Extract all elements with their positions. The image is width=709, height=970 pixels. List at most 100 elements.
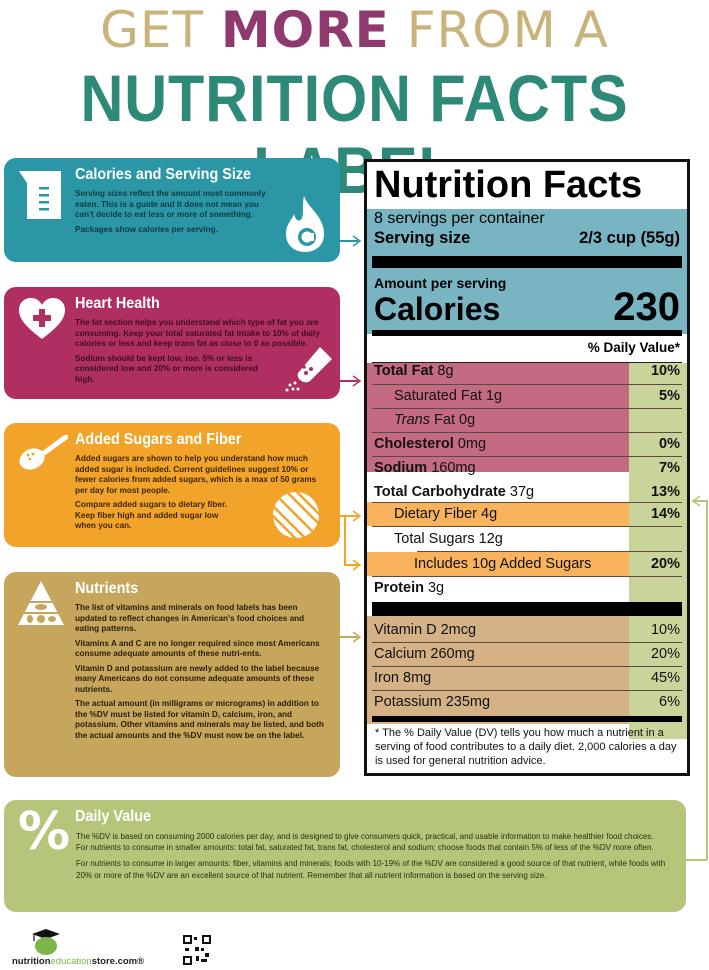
nutrient-amount: 4g [481,506,498,522]
nutrient-dv: 14% [650,506,680,522]
nutrition-facts-label: Nutrition Facts 8 servings per container… [364,159,690,776]
card-title: Calories and Serving Size [75,166,252,183]
serving-size-label: Serving size [374,229,471,247]
medium-divider [372,716,682,722]
logo-part: education [50,956,92,967]
card-paragraph: Vitamins A and C are no longer required … [75,638,320,659]
headline-prefix: GET [100,1,221,59]
nutrient-dv: 13% [650,484,680,500]
vitamin-name: Potassium 235mg [374,694,491,710]
card-paragraph: Sodium should be kept low, too. 5% or le… [75,353,258,384]
nutrient-amount: 160mg [431,460,476,476]
divider [417,551,682,552]
divider [372,456,682,457]
fats-sodium-highlight [367,363,629,472]
heart-plus-icon [19,298,65,339]
divider [372,576,682,577]
vitamin-row-vitamin-d: Vitamin D 2mcg 10% [374,618,680,642]
servings-per-container: 8 servings per container [374,210,680,228]
card-title: Added Sugars and Fiber [75,431,242,448]
headline-suffix: FROM A [389,1,609,59]
nutrient-name: Total Sugars [394,531,475,547]
card-paragraph: Added sugars are shown to help you under… [75,454,317,495]
qr-code-icon[interactable] [183,935,211,965]
nutrient-row-total-fat: Total Fat 8g 10% [374,359,680,383]
connector-added-sugars [344,564,358,566]
fiber-ball-icon [273,492,319,538]
card-paragraph: Compare added sugars to dietary fiber. K… [75,500,227,530]
connector-daily-value-vertical [706,500,708,860]
vitamin-name: Vitamin D 2mcg [374,622,477,638]
arrow-head-icon [352,375,362,387]
vitamin-row-iron: Iron 8mg 45% [374,666,680,690]
arrow-head-icon [352,631,362,643]
nutrient-row-saturated-fat: Saturated Fat 1g 5% [374,384,680,408]
amount-per-serving: Amount per serving [374,275,680,291]
label-footnote: * The % Daily Value (DV) tells you how m… [375,727,677,767]
headline-line1: GET MORE FROM A [0,2,709,58]
card-body: The fat section helps you understand whi… [75,318,320,389]
nutrient-amount: 12g [478,531,503,547]
vitamin-dv: 20% [650,646,680,662]
added-sugars-highlight [367,552,629,576]
logo-part: store.com® [91,956,145,967]
nutrient-row-total-sugars: Total Sugars 12g [374,527,680,551]
thick-divider [372,602,682,616]
serving-size-row: Serving size 2/3 cup (55g) [374,229,680,248]
nutrient-name: Cholesterol [374,436,454,452]
food-pyramid-icon [18,581,64,625]
sugar-spoon-icon [19,435,68,470]
vitamin-row-potassium: Potassium 235mg 6% [374,690,680,714]
nutrient-amount: 37g [509,484,535,500]
divider [372,666,682,667]
nutrient-row-trans-fat: Trans Fat 0g [374,408,680,432]
vitamin-row-calcium: Calcium 260mg 20% [374,642,680,666]
connector-daily-value-top [692,500,707,502]
card-calories-serving-size: Calories and Serving Size Serving sizes … [4,158,340,262]
connector-calories [340,240,358,242]
divider [372,526,682,527]
nutrient-row-added-sugars: Includes 10g Added Sugars 20% [374,552,680,576]
measuring-cup-icon [19,171,61,219]
vitamin-dv: 10% [650,622,680,638]
card-paragraph: The fat section helps you understand whi… [75,318,320,348]
card-body: The list of vitamins and minerals on foo… [75,603,326,745]
card-paragraph: Packages show calories per serving. [75,224,218,234]
nutrient-row-protein: Protein 3g [374,576,680,600]
calorie-flame-icon [286,196,324,252]
calories-value: 230 [613,285,680,329]
nutrient-dv: 0% [659,436,680,452]
nutrient-name-italic: Trans [394,412,430,428]
nutrient-dv: 7% [659,460,680,476]
nutrient-amount: 8g [437,363,454,379]
daily-value-header-text: % Daily Value* [587,340,680,355]
nutrient-amount: 0mg [457,436,487,452]
nutrient-row-sodium: Sodium 160mg 7% [374,456,680,480]
vitamin-name: Iron 8mg [374,670,432,686]
card-daily-value: % Daily Value The %DV is based on consum… [4,800,686,912]
vitamins-highlight [367,616,629,724]
nutrient-name: Fat [430,412,455,428]
label-title: Nutrition Facts [374,164,643,206]
divider [372,502,682,503]
nutrient-name: Includes 10g Added Sugars [414,556,592,572]
nutrient-dv: 5% [659,388,680,404]
vitamin-name: Calcium 260mg [374,646,475,662]
brand-logo-text[interactable]: nutritioneducationstore.com® [12,956,144,967]
card-title: Daily Value [75,808,152,825]
card-added-sugars-fiber: Added Sugars and Fiber Added sugars are … [4,423,340,547]
nutrient-name: Total Fat [374,363,434,379]
card-title: Nutrients [75,580,139,597]
servings-text: 8 servings per container [374,210,545,227]
amount-per-serving-text: Amount per serving [374,275,507,291]
daily-value-header: % Daily Value* [374,340,680,355]
card-heart-health: Heart Health The fat section helps you u… [4,287,340,399]
card-title: Heart Health [75,295,160,312]
nutrient-name: Total Carbohydrate [374,484,506,500]
medium-divider [372,330,682,336]
divider [372,362,682,363]
nutrient-dv: 10% [650,363,680,379]
nutrient-amount: 0g [459,412,476,428]
thick-divider [372,256,682,268]
vitamin-dv: 6% [659,694,680,710]
